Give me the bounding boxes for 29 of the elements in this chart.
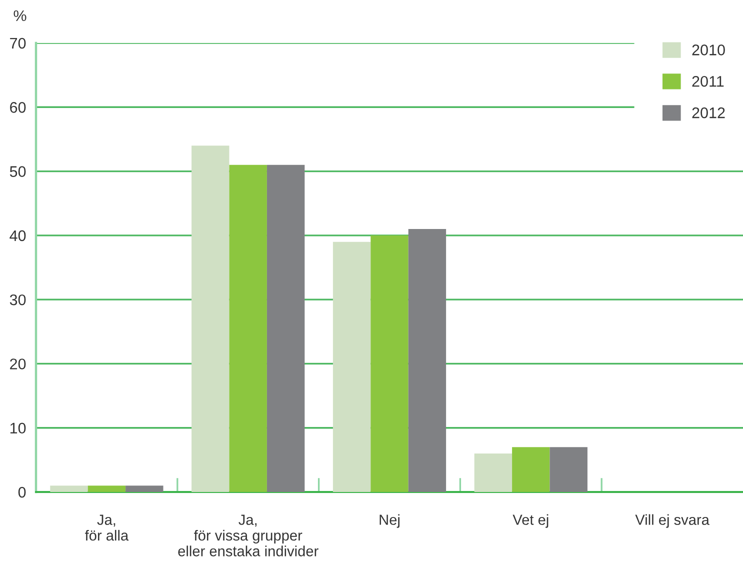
x-tick-label: Nej: [380, 514, 400, 528]
bar: [266, 164, 305, 492]
y-tick-label: 10: [10, 422, 26, 434]
x-tick-label: Vet ej: [512, 514, 548, 528]
bar: [332, 242, 371, 492]
bar: [408, 229, 446, 492]
legend-label: 2012: [692, 107, 725, 118]
y-tick-label: 40: [10, 230, 26, 242]
x-tick-label: Ja, för alla: [85, 514, 129, 541]
y-tick-label: 70: [10, 38, 26, 49]
legend-label: 2010: [692, 44, 725, 56]
x-tick-label: Vill ej svara: [635, 514, 710, 528]
bar: [229, 164, 267, 492]
bar: [88, 486, 126, 492]
x-tick-label: Ja, för vissa grupper eller enstaka individer: [178, 514, 318, 556]
bar: [50, 486, 88, 492]
y-tick-label: 0: [18, 486, 26, 498]
bar: [370, 235, 408, 492]
bar: [126, 486, 164, 492]
y-tick-label: 30: [10, 294, 26, 306]
y-tick-label: 50: [10, 166, 26, 177]
bar: [474, 454, 512, 492]
bar: [192, 146, 230, 492]
y-tick-label: 20: [10, 358, 26, 370]
legend-label: 2011: [692, 76, 724, 87]
bar: [512, 447, 550, 492]
bar: [550, 447, 588, 492]
y-axis-title: %: [14, 10, 26, 22]
y-tick-label: 60: [10, 102, 26, 113]
